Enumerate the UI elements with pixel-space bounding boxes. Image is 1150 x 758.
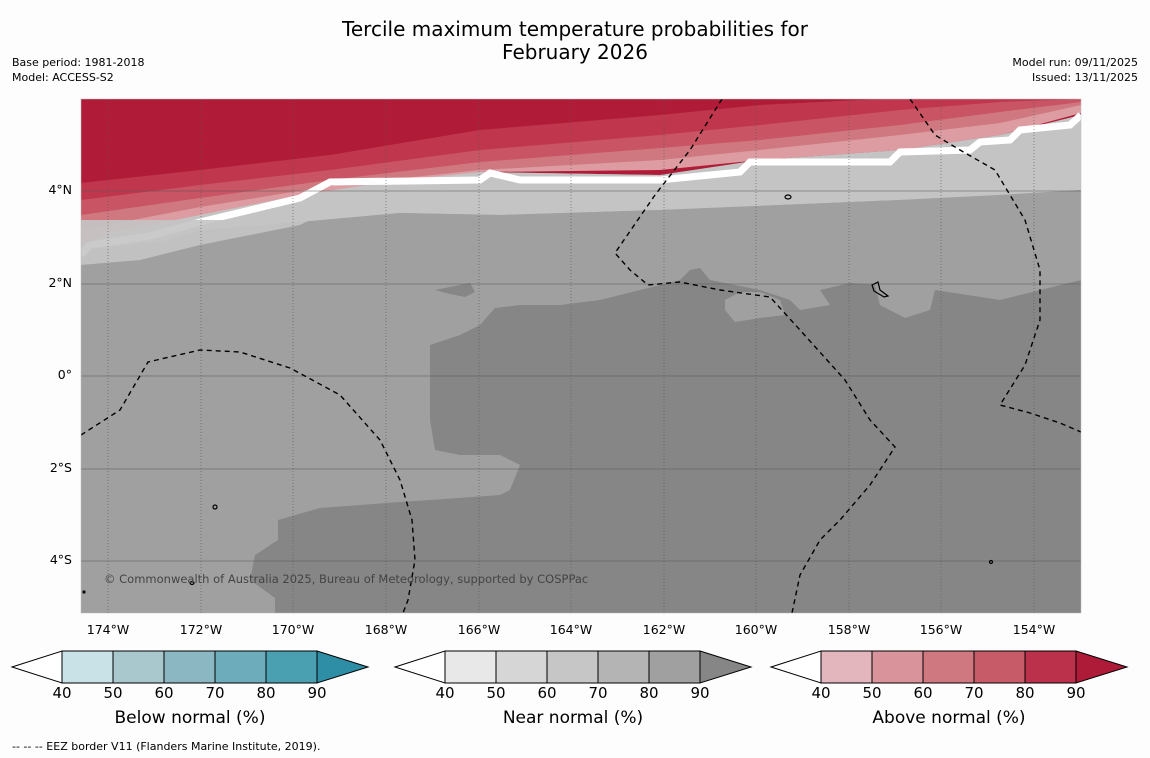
island-outline [871, 281, 890, 298]
colorbar-tick: 40 [811, 684, 831, 702]
colorbar-near-swatch [495, 650, 548, 684]
colorbar-below-swatch [112, 650, 165, 684]
graticule [81, 99, 1081, 613]
colorbar-tick: 70 [588, 684, 608, 702]
above-normal-90-core [81, 99, 880, 183]
lon-tick: 162°W [642, 622, 686, 637]
near-normal-90-patch [435, 283, 475, 297]
colorbar-near-swatch [444, 650, 497, 684]
map-plot: © Commonwealth of Australia 2025, Bureau… [81, 99, 1081, 613]
colorbar-tick: 70 [205, 684, 225, 702]
copyright-text: © Commonwealth of Australia 2025, Bureau… [104, 572, 588, 586]
colorbar-tick: 90 [307, 684, 327, 702]
map-frame [80, 98, 1082, 614]
island-outline [784, 194, 792, 200]
colorbar-near-swatch [597, 650, 650, 684]
lat-tick: 2°S [49, 460, 72, 475]
lat-tick: 4°N [48, 182, 72, 197]
colorbar-below-title: Below normal (%) [114, 708, 266, 728]
chart-title: Tercile maximum temperature probabilitie… [0, 18, 1150, 64]
model-run: Model run: 09/11/2025 [1012, 56, 1138, 69]
colorbar-above-swatch [820, 650, 873, 684]
lon-tick: 172°W [179, 622, 223, 637]
colorbar-above [769, 650, 1129, 684]
colorbar-tick: 60 [537, 684, 557, 702]
lon-tick: 168°W [364, 622, 408, 637]
colorbar-tick: 60 [154, 684, 174, 702]
colorbar-near-swatch [546, 650, 599, 684]
colorbar-tick: 50 [862, 684, 882, 702]
near-normal-90-region [250, 268, 1081, 613]
lon-tick: 166°W [457, 622, 501, 637]
near-normal-70-west [81, 220, 310, 265]
eez-footnote: -- -- -- EEZ border V11 (Flanders Marine… [12, 740, 321, 753]
meta-right: Model run: 09/11/2025 Issued: 13/11/2025 [1012, 55, 1138, 85]
colorbar-tick: 40 [52, 684, 72, 702]
colorbar-above-title: Above normal (%) [872, 708, 1026, 728]
colorbar-tick: 60 [913, 684, 933, 702]
lat-tick: 2°N [48, 275, 72, 290]
eez-borders [81, 99, 1081, 613]
colorbar-below-swatch [61, 650, 114, 684]
colorbar-tick: 80 [256, 684, 276, 702]
island-outline [988, 559, 994, 565]
colorbar-below-swatch [265, 650, 318, 684]
lon-tick: 164°W [549, 622, 593, 637]
colorbar-below-swatch [163, 650, 216, 684]
colorbar-tick: 50 [103, 684, 123, 702]
island-outline [82, 590, 86, 594]
base-period: Base period: 1981-2018 [12, 56, 145, 69]
colorbar-tick: 40 [435, 684, 455, 702]
model-name: Model: ACCESS-S2 [12, 71, 114, 84]
colorbar-below-swatch [214, 650, 267, 684]
colorbar-near-title: Near normal (%) [502, 708, 644, 728]
colorbar-tick: 70 [964, 684, 984, 702]
colorbar-above-swatch [922, 650, 975, 684]
colorbar-tick: 80 [1015, 684, 1035, 702]
colorbar-tick: 90 [690, 684, 710, 702]
lon-tick: 156°W [919, 622, 963, 637]
colorbar-near-swatch [648, 650, 701, 684]
island-outlines [82, 194, 994, 594]
colorbar-above-swatch [973, 650, 1026, 684]
title-line-1: Tercile maximum temperature probabilitie… [342, 17, 808, 41]
colorbar-tick: 90 [1066, 684, 1086, 702]
colorbar-near [393, 650, 753, 684]
colorbar-tick: 50 [486, 684, 506, 702]
title-line-2: February 2026 [502, 40, 648, 64]
colorbar-above-swatch [871, 650, 924, 684]
issued-date: Issued: 13/11/2025 [1031, 71, 1138, 84]
meta-left: Base period: 1981-2018 Model: ACCESS-S2 [12, 55, 144, 85]
lon-tick: 160°W [734, 622, 778, 637]
lon-tick: 170°W [271, 622, 315, 637]
colorbar-tick: 80 [639, 684, 659, 702]
island-outline [189, 580, 195, 586]
lat-tick: 0° [57, 367, 72, 382]
near-normal-80-islet [725, 292, 785, 322]
lon-tick: 174°W [86, 622, 130, 637]
lon-tick: 158°W [827, 622, 871, 637]
lat-tick: 4°S [49, 552, 72, 567]
lon-tick: 154°W [1012, 622, 1056, 637]
colorbar-above-swatch [1024, 650, 1077, 684]
colorbar-below [10, 650, 370, 684]
island-outline [212, 504, 218, 510]
